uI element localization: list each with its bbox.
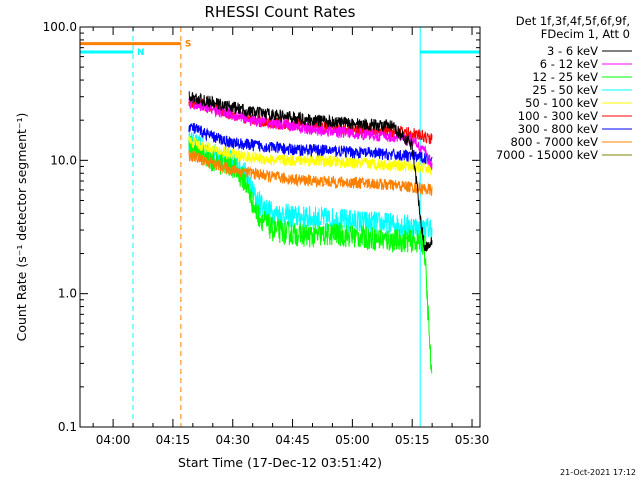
legend-entry-label: 12 - 25 keV <box>532 70 598 84</box>
series-line <box>188 136 433 374</box>
legend-entry-label: 3 - 6 keV <box>547 44 598 58</box>
attenuator-bar-label: S <box>185 40 191 50</box>
series-line <box>188 97 433 170</box>
attenuator-bar-label: N <box>137 48 145 58</box>
series-line <box>188 150 433 197</box>
x-tick-label: 04:15 <box>156 433 191 447</box>
y-axis: 100.0 10.0 1.0 0.1 <box>43 20 480 434</box>
data-series <box>188 91 433 374</box>
y-tick-label: 1.0 <box>58 287 77 301</box>
series-line <box>188 135 433 176</box>
legend-entry-label: 100 - 300 keV <box>518 109 598 123</box>
legend-entry-label: 6 - 12 keV <box>540 57 598 71</box>
legend-entry-label: 800 - 7000 keV <box>510 135 598 149</box>
x-axis: 04:00 04:15 04:30 04:45 05:00 05:15 05:30 <box>92 27 490 447</box>
legend-entry-label: 300 - 800 keV <box>518 122 598 136</box>
y-tick-label: 10.0 <box>50 153 77 167</box>
x-tick-label: 04:30 <box>215 433 250 447</box>
chart-title: RHESSI Count Rates <box>205 3 356 21</box>
series-line <box>188 122 433 166</box>
plot-frame <box>79 26 481 428</box>
x-tick-label: 04:00 <box>96 433 131 447</box>
x-tick-label: 05:15 <box>395 433 430 447</box>
legend-entry-label: 25 - 50 keV <box>532 83 598 97</box>
y-axis-label: Count Rate (s⁻¹ detector segment⁻¹) <box>14 113 29 342</box>
x-tick-label: 04:45 <box>275 433 310 447</box>
x-tick-label: 05:00 <box>335 433 370 447</box>
legend-entry-label: 7000 - 15000 keV <box>496 148 598 162</box>
legend-header-line-1: Det 1f,3f,4f,5f,6f,9f, <box>516 14 630 28</box>
legend-header-line-2: FDecim 1, Att 0 <box>541 27 630 41</box>
footer-timestamp: 21-Oct-2021 17:12 <box>560 468 636 477</box>
legend-entry-label: 50 - 100 keV <box>525 96 598 110</box>
y-tick-label: 0.1 <box>58 420 77 434</box>
y-tick-label: 100.0 <box>43 20 77 34</box>
legend: Det 1f,3f,4f,5f,6f,9f, FDecim 1, Att 0 3… <box>496 14 632 162</box>
attenuator-bars: SN <box>80 40 480 58</box>
x-axis-label: Start Time (17-Dec-12 03:51:42) <box>178 455 382 470</box>
x-tick-label: 05:30 <box>455 433 490 447</box>
series-line <box>188 91 433 253</box>
